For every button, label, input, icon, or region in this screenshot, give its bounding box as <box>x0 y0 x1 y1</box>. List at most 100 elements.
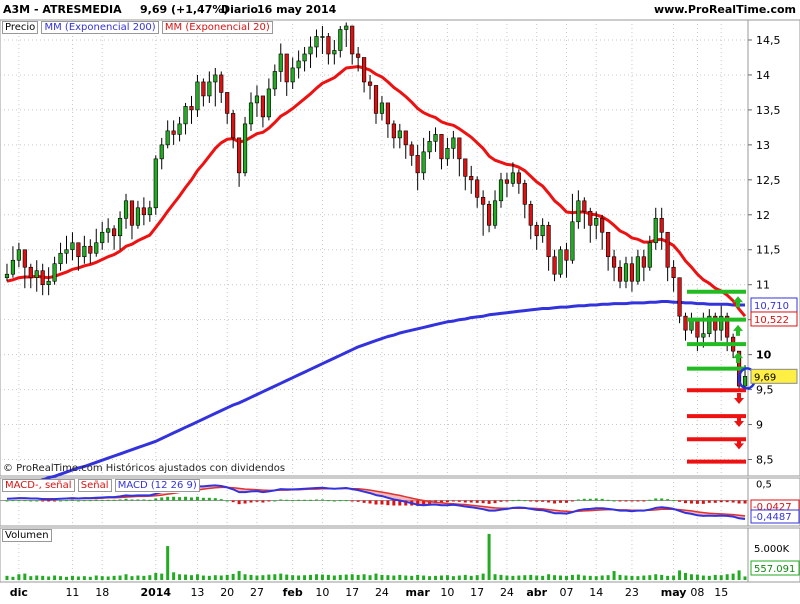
macd-hist-bar <box>350 500 354 502</box>
volume-bar <box>541 575 545 580</box>
candle-body <box>64 249 69 254</box>
candle-body <box>445 148 450 160</box>
volume-bar <box>416 574 420 580</box>
candle-body <box>88 245 93 254</box>
candle-body <box>421 151 426 174</box>
macd-hist-bar <box>332 500 336 502</box>
candle-body <box>647 242 652 268</box>
volume-bar <box>285 574 289 580</box>
volume-bar <box>166 546 170 580</box>
candle-body <box>677 277 682 317</box>
candle-body <box>16 249 21 261</box>
volume-bar <box>184 574 188 580</box>
macd-hist-bar <box>338 500 342 502</box>
candle-body <box>266 88 271 118</box>
candle-body <box>552 256 557 275</box>
volume-bar <box>189 575 193 580</box>
macd-hist-bar <box>374 500 378 505</box>
candle-body <box>242 123 248 174</box>
up-arrow-icon <box>733 352 743 364</box>
candle-body <box>171 130 176 135</box>
volume-bar <box>559 575 563 580</box>
x-tick-label: 17 <box>470 586 484 599</box>
macd-hist-bar <box>600 498 604 501</box>
legend-mm200[interactable]: MM (Exponencial 200) <box>41 21 159 34</box>
volume-bar <box>380 574 384 580</box>
macd-hist-bar <box>201 497 205 501</box>
x-tick-label: 11 <box>65 586 79 599</box>
candle-body <box>469 176 474 181</box>
candle-body <box>10 259 16 275</box>
x-tick-label: 14 <box>589 586 603 599</box>
candle-body <box>82 245 87 258</box>
volume-legend: Volumen <box>2 529 52 543</box>
candle-body <box>248 102 254 125</box>
macd-hist-bar <box>612 500 616 502</box>
volume-bar <box>434 575 438 580</box>
legend-senal[interactable]: Señal <box>77 479 112 492</box>
candle-body <box>451 137 456 149</box>
candle-body <box>611 256 617 268</box>
volume-bar <box>47 576 51 580</box>
legend-precio[interactable]: Precio <box>2 21 39 34</box>
legend-volumen[interactable]: Volumen <box>2 529 52 542</box>
macd-hist-bar <box>17 500 21 502</box>
candle-body <box>570 221 575 261</box>
legend-macd[interactable]: MACD (12 26 9) <box>114 479 200 492</box>
legend-mm20[interactable]: MM (Exponencial 20) <box>161 21 273 34</box>
volume-bar <box>368 575 372 580</box>
candle-body <box>528 203 533 226</box>
volume-bar <box>112 575 116 580</box>
volume-bar <box>475 575 479 580</box>
volume-bar <box>225 574 229 580</box>
volume-bar <box>428 576 432 580</box>
volume-bar <box>100 576 104 580</box>
macd-hist-bar <box>279 499 283 501</box>
volume-bar <box>547 574 551 580</box>
x-tick-label: 15 <box>714 586 728 599</box>
macd-hist-bar <box>695 500 699 504</box>
candle-body <box>94 242 99 254</box>
macd-hist-bar <box>297 499 301 501</box>
candle-body <box>653 217 658 244</box>
candle-body <box>463 158 468 177</box>
candle-body <box>498 179 504 202</box>
candle-body <box>332 50 337 55</box>
candle-body <box>344 25 349 30</box>
ema200-line <box>6 300 745 493</box>
candle-body <box>695 319 700 338</box>
volume-bar <box>672 575 676 580</box>
candle-body <box>237 137 242 174</box>
volume-bar <box>148 575 152 580</box>
candle-body <box>260 95 265 118</box>
candle-body <box>606 231 611 258</box>
x-tick-label: 20 <box>220 586 234 599</box>
candle-body <box>665 231 670 268</box>
macd-hist-bar <box>636 500 640 502</box>
x-tick-label: 10 <box>315 586 329 599</box>
macd-hist-bar <box>684 500 688 504</box>
candle-body <box>22 249 27 268</box>
macd-hist-bar <box>59 500 63 502</box>
volume-bar <box>642 575 646 580</box>
volume-bar <box>362 574 366 580</box>
macd-hist-bar <box>148 499 152 501</box>
candle-body <box>302 53 307 62</box>
volume-bar <box>160 573 164 580</box>
volume-bar <box>297 575 301 580</box>
macd-hist-bar <box>648 499 652 501</box>
macd-hist-bar <box>261 500 265 503</box>
legend-macd-hist[interactable]: MACD-, señal <box>2 479 75 492</box>
candle-body <box>391 123 396 139</box>
volume-bar <box>94 575 98 580</box>
macd-hist-bar <box>70 499 74 501</box>
up-arrow-icon <box>733 324 743 336</box>
volume-bar <box>529 574 533 580</box>
macd-hist-bar <box>124 498 128 501</box>
volume-bar <box>582 575 586 580</box>
x-tick-label: 27 <box>250 586 264 599</box>
y-tick-label: 13 <box>756 139 770 152</box>
macd-hist-bar <box>559 500 563 503</box>
y-tick-label: 11,5 <box>756 244 781 257</box>
candle-body <box>225 92 230 114</box>
